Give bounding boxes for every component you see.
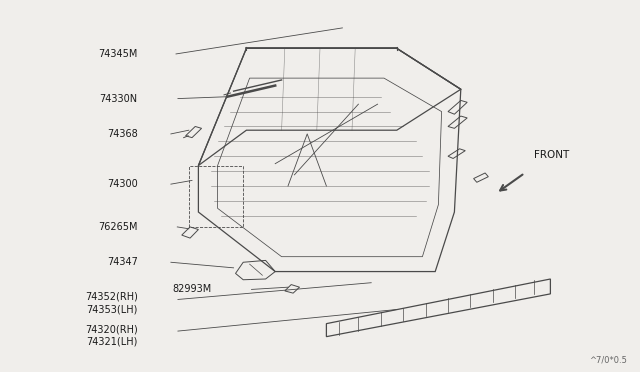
Text: ^7/0*0.5: ^7/0*0.5 bbox=[589, 356, 627, 365]
Text: 74368: 74368 bbox=[107, 129, 138, 139]
Text: 74330N: 74330N bbox=[99, 94, 138, 103]
Text: 74347: 74347 bbox=[107, 257, 138, 267]
Text: 74345M: 74345M bbox=[98, 49, 138, 59]
Text: 82993M: 82993M bbox=[172, 285, 211, 294]
Text: FRONT: FRONT bbox=[534, 150, 570, 160]
Text: 76265M: 76265M bbox=[98, 222, 138, 232]
Text: 74352(RH)
74353(LH): 74352(RH) 74353(LH) bbox=[84, 292, 138, 314]
Text: 74320(RH)
74321(LH): 74320(RH) 74321(LH) bbox=[85, 324, 138, 347]
Text: 74300: 74300 bbox=[107, 179, 138, 189]
